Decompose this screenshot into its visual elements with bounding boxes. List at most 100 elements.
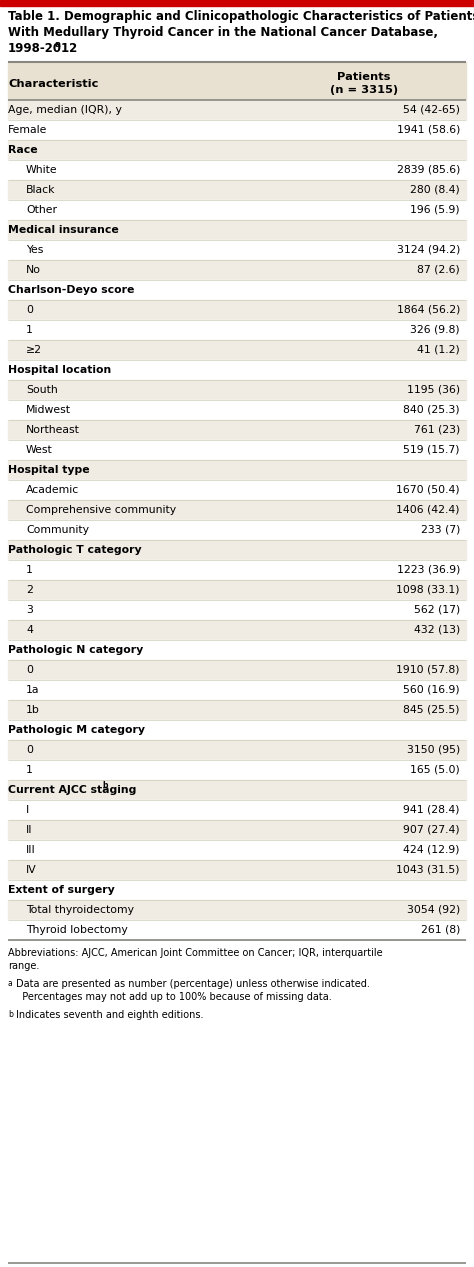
Text: Pathologic M category: Pathologic M category: [8, 725, 145, 735]
Bar: [8, 139, 466, 160]
Text: 261 (8): 261 (8): [420, 925, 460, 935]
Text: Race: Race: [8, 144, 37, 155]
Text: 519 (15.7): 519 (15.7): [403, 445, 460, 455]
Text: 2: 2: [26, 585, 33, 595]
Text: 562 (17): 562 (17): [414, 606, 460, 614]
Text: Total thyroidectomy: Total thyroidectomy: [26, 905, 134, 915]
Text: 1043 (31.5): 1043 (31.5): [396, 865, 460, 875]
Text: 1: 1: [26, 765, 33, 775]
Text: 0: 0: [26, 665, 33, 675]
Text: 1670 (50.4): 1670 (50.4): [396, 485, 460, 495]
Text: Characteristic: Characteristic: [8, 79, 99, 89]
Text: Current AJCC staging: Current AJCC staging: [8, 786, 137, 794]
Text: Medical insurance: Medical insurance: [8, 226, 119, 234]
Bar: [8, 380, 466, 400]
Bar: [8, 660, 466, 680]
Text: 560 (16.9): 560 (16.9): [403, 685, 460, 696]
Text: Age, median (IQR), y: Age, median (IQR), y: [8, 105, 122, 115]
Text: 1910 (57.8): 1910 (57.8): [396, 665, 460, 675]
Text: (n = 3315): (n = 3315): [330, 85, 398, 95]
Text: ≥2: ≥2: [26, 345, 42, 355]
Text: 761 (23): 761 (23): [414, 424, 460, 435]
Text: 4: 4: [26, 625, 33, 635]
Text: b: b: [8, 1010, 13, 1019]
Text: 1: 1: [26, 565, 33, 575]
Bar: [8, 419, 466, 440]
Text: 1223 (36.9): 1223 (36.9): [397, 565, 460, 575]
Text: Northeast: Northeast: [26, 424, 80, 435]
Text: 196 (5.9): 196 (5.9): [410, 205, 460, 215]
Text: 1864 (56.2): 1864 (56.2): [397, 305, 460, 315]
Text: III: III: [26, 845, 36, 855]
Text: 845 (25.5): 845 (25.5): [403, 704, 460, 715]
Text: Thyroid lobectomy: Thyroid lobectomy: [26, 925, 128, 935]
Bar: [8, 280, 466, 300]
Text: West: West: [26, 445, 53, 455]
Text: White: White: [26, 165, 58, 175]
Bar: [8, 540, 466, 560]
Text: Comprehensive community: Comprehensive community: [26, 506, 176, 514]
Text: 3: 3: [26, 606, 33, 614]
Bar: [8, 720, 466, 740]
Text: Community: Community: [26, 525, 89, 535]
Bar: [8, 601, 466, 620]
Text: 2839 (85.6): 2839 (85.6): [397, 165, 460, 175]
Bar: [8, 460, 466, 480]
Bar: [8, 321, 466, 340]
Text: 326 (9.8): 326 (9.8): [410, 326, 460, 334]
Text: 87 (2.6): 87 (2.6): [417, 265, 460, 275]
Text: b: b: [102, 782, 108, 791]
Text: 0: 0: [26, 745, 33, 755]
Bar: [8, 680, 466, 699]
Bar: [8, 640, 466, 660]
Text: Data are presented as number (percentage) unless otherwise indicated.: Data are presented as number (percentage…: [16, 979, 370, 990]
Text: Patients: Patients: [337, 72, 391, 82]
Bar: [0, 0, 474, 6]
Text: 1195 (36): 1195 (36): [407, 385, 460, 395]
Text: Abbreviations: AJCC, American Joint Committee on Cancer; IQR, interquartile: Abbreviations: AJCC, American Joint Comm…: [8, 948, 383, 958]
Bar: [8, 160, 466, 180]
Text: 1b: 1b: [26, 704, 40, 715]
Text: 1998-2012: 1998-2012: [8, 42, 78, 54]
Text: 1a: 1a: [26, 685, 39, 696]
Bar: [8, 860, 466, 881]
Bar: [8, 360, 466, 380]
Bar: [8, 740, 466, 760]
Text: No: No: [26, 265, 41, 275]
Bar: [8, 920, 466, 940]
Text: 424 (12.9): 424 (12.9): [403, 845, 460, 855]
Text: 432 (13): 432 (13): [414, 625, 460, 635]
Text: 1406 (42.4): 1406 (42.4): [396, 506, 460, 514]
Bar: [8, 200, 466, 220]
Text: II: II: [26, 825, 33, 835]
Bar: [8, 820, 466, 840]
Text: Table 1. Demographic and Clinicopathologic Characteristics of Patients: Table 1. Demographic and Clinicopatholog…: [8, 10, 474, 23]
Text: 3124 (94.2): 3124 (94.2): [397, 245, 460, 255]
Text: Pathologic T category: Pathologic T category: [8, 545, 142, 555]
Text: 41 (1.2): 41 (1.2): [417, 345, 460, 355]
Bar: [8, 480, 466, 500]
Bar: [8, 220, 466, 239]
Text: Pathologic N category: Pathologic N category: [8, 645, 143, 655]
Text: I: I: [26, 805, 29, 815]
Text: a: a: [55, 41, 61, 49]
Text: IV: IV: [26, 865, 37, 875]
Bar: [8, 519, 466, 540]
Text: 1: 1: [26, 326, 33, 334]
Bar: [8, 881, 466, 900]
Bar: [8, 260, 466, 280]
Text: 907 (27.4): 907 (27.4): [403, 825, 460, 835]
Text: 280 (8.4): 280 (8.4): [410, 185, 460, 195]
Text: South: South: [26, 385, 58, 395]
Bar: [8, 120, 466, 139]
Text: Academic: Academic: [26, 485, 79, 495]
Bar: [8, 840, 466, 860]
Bar: [8, 400, 466, 419]
Text: Yes: Yes: [26, 245, 44, 255]
Text: 1941 (58.6): 1941 (58.6): [397, 125, 460, 136]
Text: range.: range.: [8, 960, 39, 971]
Bar: [8, 760, 466, 780]
Bar: [8, 580, 466, 601]
Text: a: a: [8, 979, 13, 988]
Bar: [8, 440, 466, 460]
